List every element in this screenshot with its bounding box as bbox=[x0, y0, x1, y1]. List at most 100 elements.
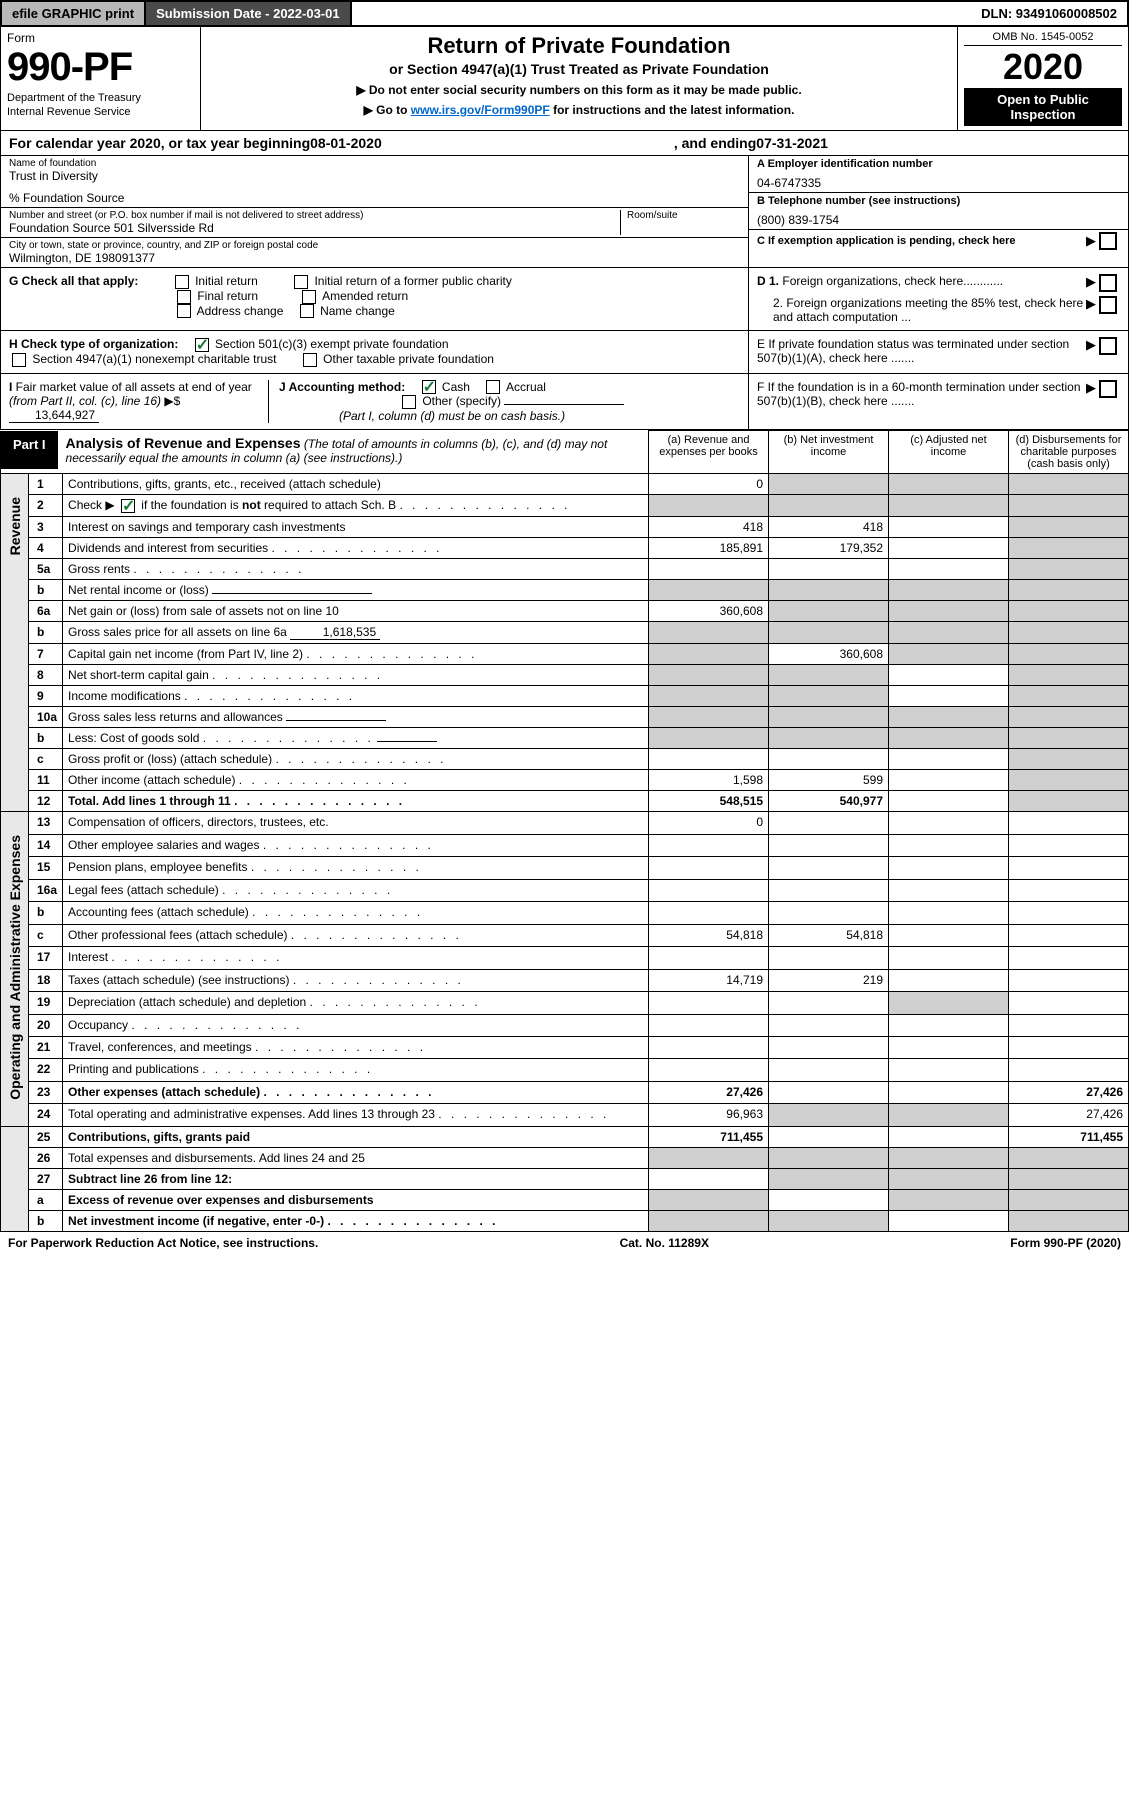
phone-value: (800) 839-1754 bbox=[757, 213, 1120, 227]
table-row: b Less: Cost of goods sold bbox=[1, 728, 1129, 749]
table-row: b Net investment income (if negative, en… bbox=[1, 1210, 1129, 1231]
form-subtitle: or Section 4947(a)(1) Trust Treated as P… bbox=[209, 61, 949, 77]
entity-info-left: Name of foundation Trust in Diversity % … bbox=[1, 156, 748, 267]
exemption-pending-cell: C If exemption application is pending, c… bbox=[749, 230, 1128, 252]
table-row: 20 Occupancy bbox=[1, 1014, 1129, 1036]
c-label: C If exemption application is pending, c… bbox=[757, 235, 1086, 247]
calendar-year-row: For calendar year 2020, or tax year begi… bbox=[0, 131, 1129, 156]
goto-pre: ▶ Go to bbox=[364, 103, 411, 117]
ssn-warning: ▶ Do not enter social security numbers o… bbox=[209, 83, 949, 97]
g-final-return-checkbox[interactable] bbox=[177, 290, 191, 304]
name-label: Name of foundation bbox=[9, 158, 740, 169]
name-cell: Name of foundation Trust in Diversity % … bbox=[1, 156, 748, 208]
table-row: 7 Capital gain net income (from Part IV,… bbox=[1, 644, 1129, 665]
d-section: D 1. Foreign organizations, check here..… bbox=[748, 268, 1128, 330]
blank-side bbox=[1, 1126, 29, 1231]
c-checkbox[interactable] bbox=[1099, 232, 1117, 250]
table-row: 11 Other income (attach schedule) 1,5985… bbox=[1, 770, 1129, 791]
f-checkbox[interactable] bbox=[1099, 380, 1117, 398]
g-opt-2: Address change bbox=[197, 304, 284, 318]
addr-label: Number and street (or P.O. box number if… bbox=[9, 210, 620, 221]
city-zip: Wilmington, DE 198091377 bbox=[9, 251, 740, 265]
care-of: % Foundation Source bbox=[9, 191, 740, 205]
j-accrual-checkbox[interactable] bbox=[486, 380, 500, 394]
col-b-header: (b) Net investment income bbox=[769, 431, 889, 474]
part1-table: Part I Analysis of Revenue and Expenses … bbox=[0, 430, 1129, 1232]
address-cell: Number and street (or P.O. box number if… bbox=[1, 208, 748, 238]
j-cash-checkbox[interactable] bbox=[422, 380, 436, 394]
schb-checkbox[interactable] bbox=[121, 499, 135, 513]
table-row: 16a Legal fees (attach schedule) bbox=[1, 879, 1129, 901]
e-checkbox[interactable] bbox=[1099, 337, 1117, 355]
i-label: I Fair market value of all assets at end… bbox=[9, 380, 252, 408]
h-other-checkbox[interactable] bbox=[303, 353, 317, 367]
g-opt-3: Initial return of a former public charit… bbox=[314, 274, 511, 288]
cal-begin: 08-01-2020 bbox=[310, 135, 382, 151]
table-row: 5a Gross rents bbox=[1, 559, 1129, 580]
goto-post: for instructions and the latest informat… bbox=[550, 103, 795, 117]
rental-blank bbox=[212, 593, 372, 594]
dln-label: DLN: 93491060008502 bbox=[971, 2, 1127, 25]
efile-print-label[interactable]: efile GRAPHIC print bbox=[2, 2, 146, 25]
ij-section: I Fair market value of all assets at end… bbox=[1, 374, 748, 430]
table-row: 22 Printing and publications bbox=[1, 1059, 1129, 1081]
table-row: 27 Subtract line 26 from line 12: bbox=[1, 1168, 1129, 1189]
dept-irs: Internal Revenue Service bbox=[7, 106, 194, 118]
revenue-side-label: Revenue bbox=[1, 474, 29, 812]
form-number: 990-PF bbox=[7, 45, 194, 90]
table-row: b Net rental income or (loss) bbox=[1, 580, 1129, 601]
street-address: Foundation Source 501 Silversside Rd bbox=[9, 221, 620, 235]
arrow-icon: ▶ bbox=[1086, 337, 1096, 353]
d1-label: Foreign organizations, check here.......… bbox=[782, 274, 1003, 288]
g-opt-0: Initial return bbox=[195, 274, 258, 288]
cell-d bbox=[1009, 474, 1129, 495]
part1-label: Part I bbox=[1, 431, 58, 469]
table-row: 23 Other expenses (attach schedule) 27,4… bbox=[1, 1081, 1129, 1103]
cat-number: Cat. No. 11289X bbox=[620, 1236, 709, 1250]
form990pf-link[interactable]: www.irs.gov/Form990PF bbox=[411, 103, 550, 117]
h-opt2: Section 4947(a)(1) nonexempt charitable … bbox=[32, 352, 276, 366]
g-name-change-checkbox[interactable] bbox=[300, 304, 314, 318]
d1-checkbox[interactable] bbox=[1099, 274, 1117, 292]
col-d-header: (d) Disbursements for charitable purpose… bbox=[1009, 431, 1129, 474]
j-label: J Accounting method: bbox=[279, 380, 405, 394]
h-4947-checkbox[interactable] bbox=[12, 353, 26, 367]
f-label: F If the foundation is in a 60-month ter… bbox=[757, 380, 1086, 408]
table-row: 26 Total expenses and disbursements. Add… bbox=[1, 1147, 1129, 1168]
j-other-blank bbox=[504, 404, 624, 405]
d2-checkbox[interactable] bbox=[1099, 296, 1117, 314]
table-row: Operating and Administrative Expenses 13… bbox=[1, 812, 1129, 834]
g-initial-return-checkbox[interactable] bbox=[175, 275, 189, 289]
g-opt-4: Amended return bbox=[322, 289, 408, 303]
g-initial-former-checkbox[interactable] bbox=[294, 275, 308, 289]
goto-note: ▶ Go to www.irs.gov/Form990PF for instru… bbox=[209, 103, 949, 117]
h-opt3: Other taxable private foundation bbox=[323, 352, 494, 366]
table-row: Revenue 1 Contributions, gifts, grants, … bbox=[1, 474, 1129, 495]
e-label: E If private foundation status was termi… bbox=[757, 337, 1086, 365]
part1-title: Analysis of Revenue and Expenses bbox=[66, 435, 301, 451]
line-desc: Contributions, gifts, grants, etc., rece… bbox=[63, 474, 649, 495]
top-bar: efile GRAPHIC print Submission Date - 20… bbox=[0, 0, 1129, 27]
j-accrual: Accrual bbox=[506, 380, 546, 394]
city-cell: City or town, state or province, country… bbox=[1, 238, 748, 267]
g-amended-checkbox[interactable] bbox=[302, 290, 316, 304]
table-row: 15 Pension plans, employee benefits bbox=[1, 857, 1129, 879]
j-other-checkbox[interactable] bbox=[402, 395, 416, 409]
phone-cell: B Telephone number (see instructions) (8… bbox=[749, 193, 1128, 230]
col-c-header: (c) Adjusted net income bbox=[889, 431, 1009, 474]
table-row: 10a Gross sales less returns and allowan… bbox=[1, 707, 1129, 728]
h-opt1: Section 501(c)(3) exempt private foundat… bbox=[215, 337, 448, 351]
line-num: 2 bbox=[29, 495, 63, 517]
g-section: G Check all that apply: Initial return I… bbox=[1, 268, 748, 330]
h-501c3-checkbox[interactable] bbox=[195, 338, 209, 352]
table-row: 24 Total operating and administrative ex… bbox=[1, 1104, 1129, 1126]
section-g-d-row: G Check all that apply: Initial return I… bbox=[0, 268, 1129, 331]
table-row: 25 Contributions, gifts, grants paid 711… bbox=[1, 1126, 1129, 1147]
city-label: City or town, state or province, country… bbox=[9, 240, 740, 251]
g-address-change-checkbox[interactable] bbox=[177, 304, 191, 318]
foundation-name: Trust in Diversity bbox=[9, 169, 740, 183]
section-h-e-row: H Check type of organization: Section 50… bbox=[0, 331, 1129, 374]
section-ij-f-row: I Fair market value of all assets at end… bbox=[0, 374, 1129, 431]
cal-end: 07-31-2021 bbox=[756, 135, 828, 151]
open-to-public-badge: Open to Public Inspection bbox=[964, 88, 1122, 126]
